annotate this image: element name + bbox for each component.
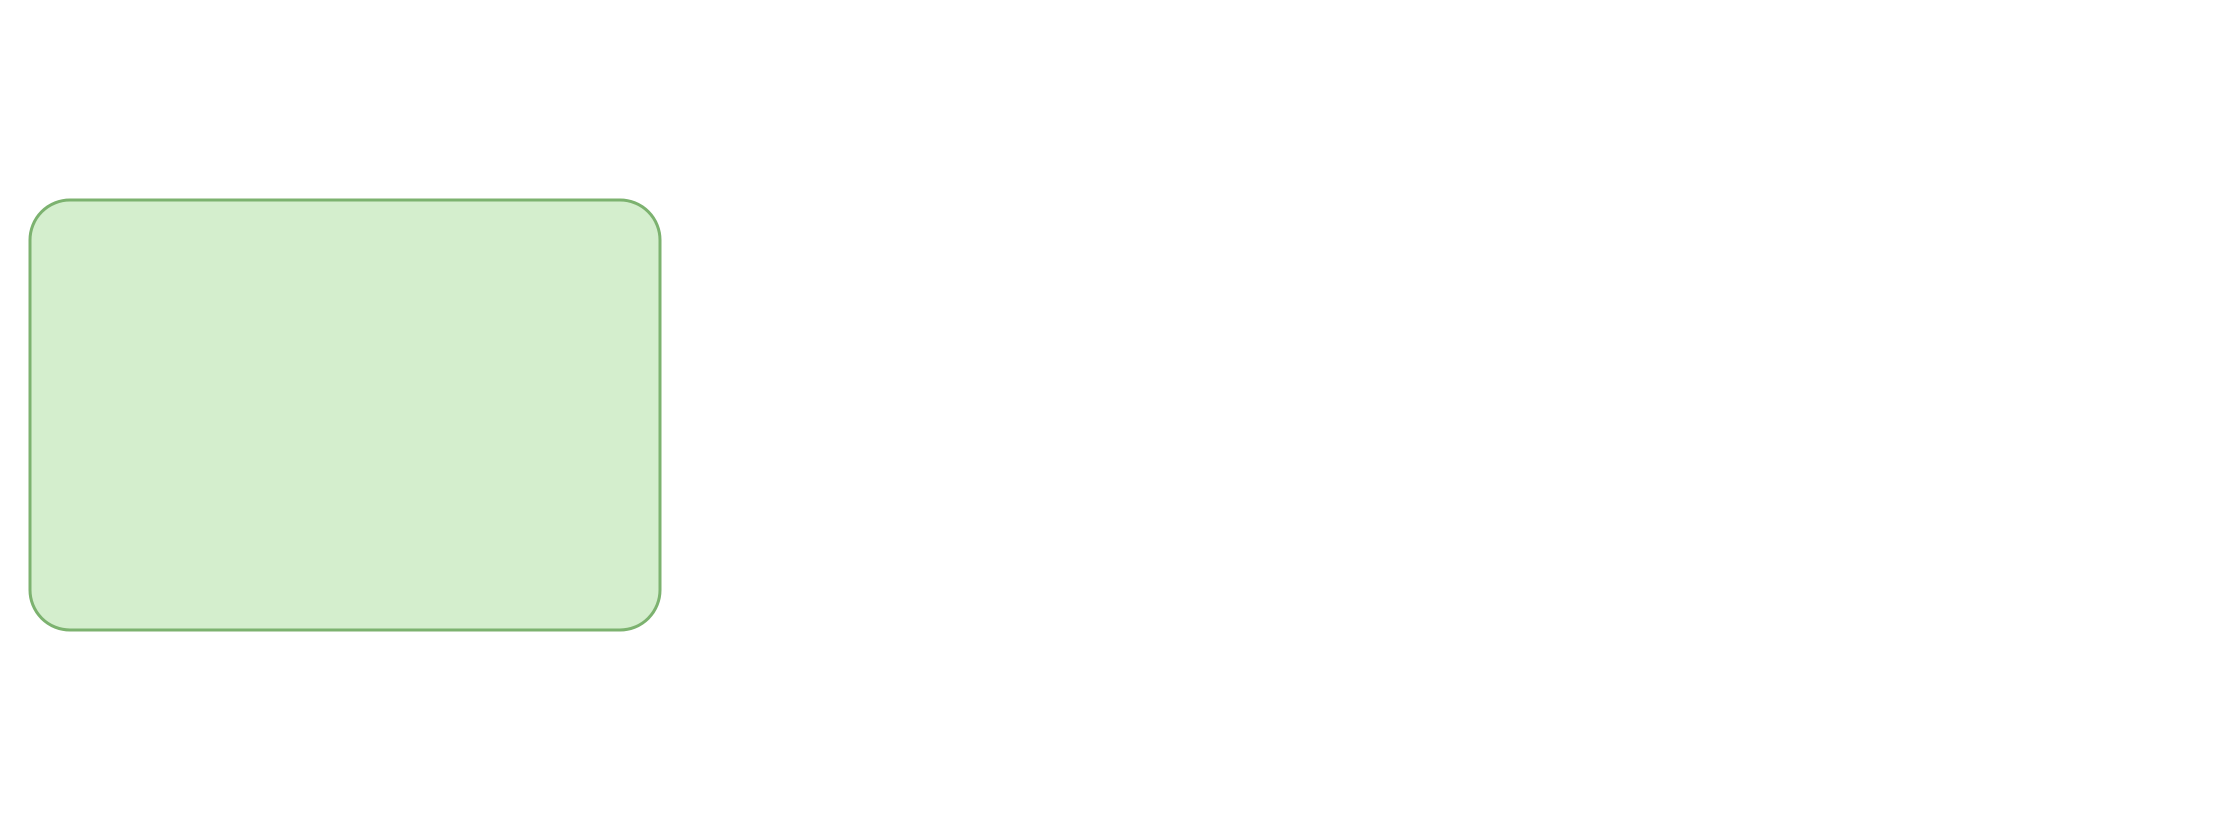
cell_prev — [30, 200, 660, 630]
